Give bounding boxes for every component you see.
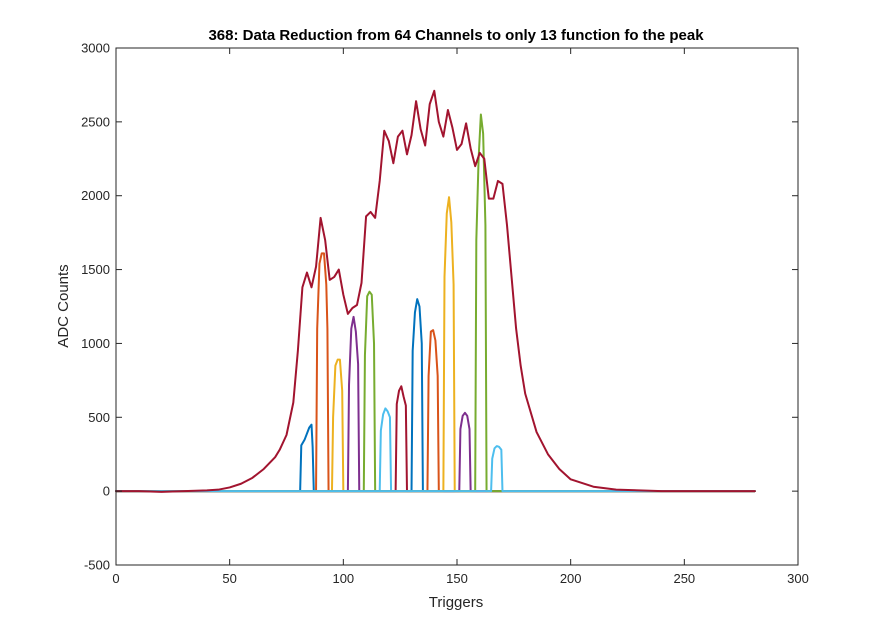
x-axis-label: Triggers	[429, 594, 483, 611]
x-tick-label: 250	[673, 571, 695, 586]
x-tick-label: 100	[332, 571, 354, 586]
x-tick-label: 150	[446, 571, 468, 586]
series-line-12	[115, 113, 756, 493]
x-tick-label: 200	[560, 571, 582, 586]
y-tick-label: 2000	[81, 188, 110, 203]
plot-area-frame	[115, 47, 799, 566]
y-axis-label: ADC Counts	[55, 264, 72, 347]
series-line-11	[115, 411, 756, 493]
series-layer	[115, 89, 756, 493]
series-line-10	[115, 196, 756, 493]
x-tick-label: 0	[112, 571, 119, 586]
x-axis: 0 50 100 150 200 250 300	[112, 48, 809, 586]
y-tick-label: -500	[84, 558, 110, 573]
y-tick-label: 1500	[81, 262, 110, 277]
y-tick-label: 0	[103, 484, 110, 499]
y-tick-label: 2500	[81, 114, 110, 129]
x-tick-label: 300	[787, 571, 809, 586]
chart-title: 368: Data Reduction from 64 Channels to …	[208, 27, 704, 44]
series-line-7	[115, 385, 756, 493]
series-line-6	[115, 407, 756, 493]
series-line-3	[115, 358, 756, 493]
series-line-14	[115, 89, 756, 493]
series-line-5	[115, 290, 756, 493]
y-tick-label: 3000	[81, 41, 110, 56]
series-line-2	[115, 252, 756, 493]
series-line-13	[115, 445, 756, 493]
series-line-9	[115, 329, 756, 493]
series-line-1	[115, 423, 756, 493]
y-axis: -500 0 500 1000 1500 2000 2500 3000	[81, 41, 798, 573]
series-line-4	[115, 315, 756, 493]
series-line-8	[115, 298, 756, 493]
y-tick-label: 1000	[81, 336, 110, 351]
y-tick-label: 500	[88, 410, 110, 425]
x-tick-label: 50	[222, 571, 236, 586]
